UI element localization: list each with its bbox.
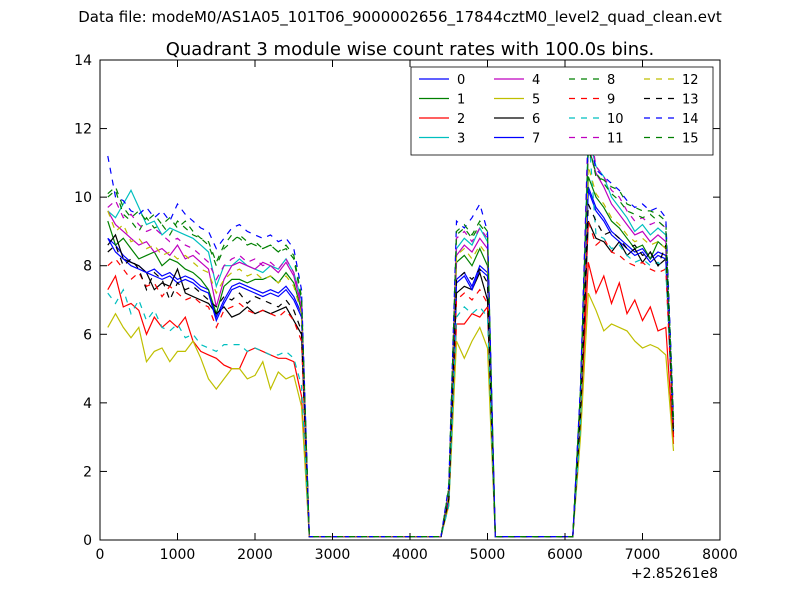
series-line-13 — [107, 203, 675, 538]
x-tick-label: 3000 — [315, 547, 351, 563]
y-tick-label: 2 — [83, 464, 92, 480]
series-line-5 — [107, 292, 675, 538]
y-tick-label: 10 — [74, 190, 92, 206]
series-line-6 — [107, 220, 675, 538]
x-tick-label: 4000 — [392, 547, 428, 563]
series-line-11 — [107, 118, 675, 538]
legend-label-2: 2 — [457, 112, 465, 127]
legend-label-7: 7 — [532, 132, 540, 147]
series-line-1 — [107, 176, 675, 538]
series-line-10 — [107, 128, 675, 538]
legend-label-9: 9 — [607, 93, 615, 108]
chart-title: Quadrant 3 module wise count rates with … — [166, 39, 655, 60]
plot-lines — [107, 118, 675, 538]
legend-label-5: 5 — [532, 93, 540, 108]
y-tick-label: 6 — [83, 327, 92, 343]
legend-label-10: 10 — [607, 112, 624, 127]
x-tick-label: 7000 — [625, 547, 661, 563]
y-tick-label: 8 — [83, 259, 92, 275]
legend-label-11: 11 — [607, 132, 624, 147]
x-tick-label: 0 — [96, 547, 105, 563]
legend-label-4: 4 — [532, 73, 540, 88]
series-line-12 — [107, 166, 675, 538]
y-tick-label: 14 — [74, 53, 92, 69]
y-tick-label: 4 — [83, 396, 92, 412]
legend-label-6: 6 — [532, 112, 540, 127]
legend-label-8: 8 — [607, 73, 615, 88]
x-tick-label: 6000 — [547, 547, 583, 563]
legend-label-12: 12 — [682, 73, 699, 88]
x-tick-label: 2000 — [237, 547, 273, 563]
legend-label-13: 13 — [682, 93, 699, 108]
legend-label-0: 0 — [457, 73, 465, 88]
series-line-2 — [107, 262, 675, 538]
series-line-7 — [107, 190, 675, 538]
x-tick-label: 1000 — [160, 547, 196, 563]
series-line-0 — [107, 186, 675, 538]
x-tick-label: 5000 — [470, 547, 506, 563]
series-line-9 — [107, 220, 675, 538]
legend-label-15: 15 — [682, 132, 699, 147]
series-line-4 — [107, 145, 675, 538]
axis-ticks: 0 1000 2000 3000 4000 5000 6000 7000 80000246810… — [74, 53, 738, 563]
x-offset-label: +2.85261e8 — [631, 566, 718, 582]
legend-label-1: 1 — [457, 93, 465, 108]
legend-label-14: 14 — [682, 112, 699, 127]
x-tick-label: 8000 — [702, 547, 738, 563]
legend-label-3: 3 — [457, 132, 465, 147]
y-tick-label: 0 — [83, 533, 92, 549]
y-tick-label: 12 — [74, 122, 92, 138]
series-line-15 — [107, 148, 675, 538]
figure-suptitle: Data file: modeM0/AS1A05_101T06_90000026… — [78, 8, 722, 26]
series-line-8 — [107, 142, 675, 538]
legend-box — [410, 66, 714, 156]
